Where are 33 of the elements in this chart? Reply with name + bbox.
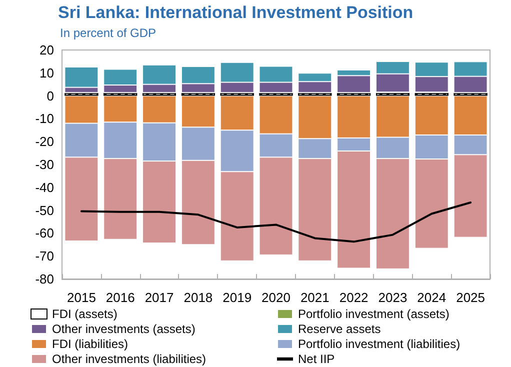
- chart-title: Sri Lanka: International Investment Position: [58, 3, 414, 22]
- y-tick-label: 20: [40, 42, 54, 58]
- y-tick-label: -30: [35, 157, 54, 172]
- y-tick-label: -70: [35, 248, 54, 264]
- y-tick-label: -60: [35, 226, 54, 241]
- x-tick-label: 2021: [300, 290, 330, 305]
- legend-label: Reserve assets: [298, 322, 381, 336]
- x-tick-label: 2015: [66, 290, 96, 305]
- y-tick-label: -80: [35, 272, 54, 286]
- x-tick-label: 2025: [456, 290, 486, 305]
- x-tick-label: 2016: [106, 290, 135, 305]
- x-tick-label: 2024: [417, 290, 446, 305]
- y-tick-label: 10: [40, 65, 54, 80]
- x-tick-label: 2018: [184, 290, 213, 305]
- x-tick-label: 2023: [378, 290, 408, 305]
- legend-label: FDI (liabilities): [52, 337, 128, 351]
- legend-label: Net IIP: [298, 352, 335, 366]
- legend-label: Portfolio investment (assets): [298, 307, 450, 321]
- legend-label: Portfolio investment (liabilities): [298, 337, 460, 351]
- x-tick-label: 2017: [144, 290, 174, 305]
- y-tick-label: -40: [35, 180, 54, 195]
- legend-label: FDI (assets): [52, 307, 118, 321]
- x-tick-label: 2022: [339, 290, 368, 305]
- legend-label: Other investments (assets): [52, 322, 196, 336]
- y-tick-label: -50: [35, 202, 54, 218]
- legend-label: Other investments (liabilities): [52, 352, 206, 366]
- y-tick-label: 0: [46, 88, 54, 104]
- chart-subtitle: In percent of GDP: [60, 26, 156, 40]
- x-tick-label: 2020: [262, 290, 290, 305]
- y-tick-label: -20: [35, 134, 54, 150]
- y-tick-label: -10: [35, 111, 54, 126]
- line-series: [80, 202, 472, 243]
- x-tick-label: 2019: [222, 290, 252, 305]
